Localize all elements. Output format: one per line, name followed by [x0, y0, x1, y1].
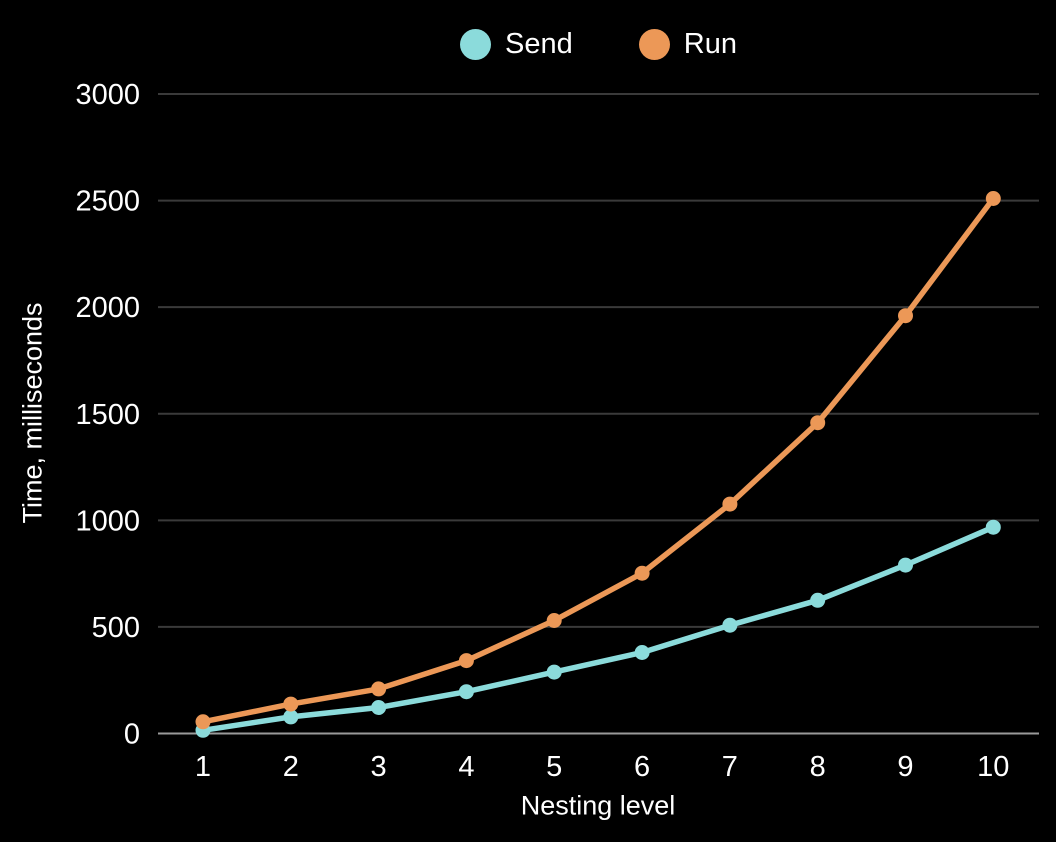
- data-point-send: [371, 700, 387, 715]
- data-point-send: [810, 592, 826, 608]
- data-point-run: [634, 565, 650, 581]
- data-point-send: [985, 519, 1001, 535]
- y-tick-label: 2500: [75, 186, 140, 218]
- series-line-run: [200, 195, 997, 725]
- y-tick-label: 1500: [75, 399, 140, 431]
- data-point-run: [195, 714, 211, 730]
- y-axis-title: Time, milliseconds: [17, 302, 48, 524]
- x-axis-title: Nesting level: [520, 790, 676, 821]
- data-point-send: [898, 557, 913, 573]
- x-tick-label: 6: [634, 751, 650, 783]
- y-tick-label: 2000: [75, 292, 140, 324]
- x-tick-label: 3: [371, 751, 387, 783]
- legend-label-send: Send: [505, 28, 573, 60]
- data-point-run: [546, 613, 562, 628]
- data-point-run: [283, 696, 299, 712]
- data-point-send: [722, 617, 738, 633]
- series-line-send: [200, 524, 997, 734]
- run-series-dot-icon: [638, 29, 670, 60]
- send-series-dot-icon: [460, 29, 492, 60]
- y-tick-label: 1000: [75, 505, 140, 537]
- data-point-send: [283, 709, 299, 725]
- x-tick-label: 5: [546, 751, 562, 783]
- chart-legend: Send Run: [158, 29, 1039, 60]
- legend-item-send: Send: [460, 29, 573, 60]
- data-point-run: [458, 653, 474, 669]
- x-tick-label: 7: [722, 751, 738, 783]
- y-tick-label: 500: [92, 612, 140, 644]
- data-point-run: [371, 681, 387, 697]
- y-tick-label: 3000: [75, 79, 140, 111]
- legend-label-run: Run: [683, 28, 737, 60]
- data-point-run: [810, 415, 826, 431]
- data-point-send: [546, 664, 562, 680]
- x-tick-label: 2: [283, 751, 299, 783]
- x-tick-label: 10: [977, 751, 1009, 783]
- data-point-send: [458, 684, 474, 700]
- data-point-send: [634, 645, 650, 660]
- y-tick-label: 0: [124, 719, 140, 751]
- legend-item-run: Run: [638, 28, 737, 60]
- x-tick-label: 9: [897, 751, 913, 783]
- x-tick-label: 4: [458, 751, 474, 783]
- x-tick-label: 1: [195, 751, 211, 783]
- data-point-run: [722, 496, 738, 512]
- x-tick-label: 8: [810, 751, 826, 783]
- data-point-run: [985, 191, 1001, 206]
- data-point-run: [898, 308, 913, 324]
